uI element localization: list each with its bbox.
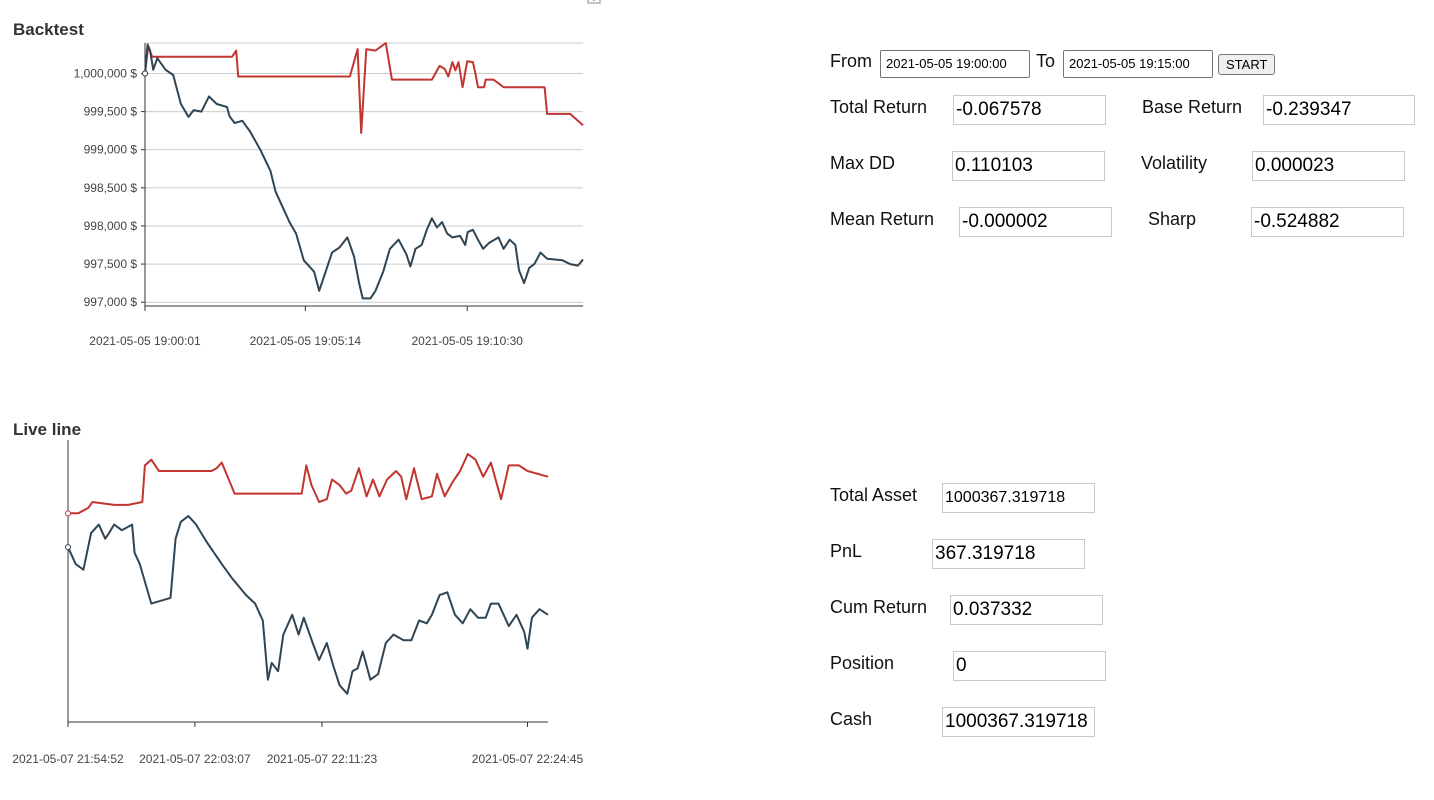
base-return-value[interactable]: -0.239347: [1263, 95, 1415, 125]
volatility-value[interactable]: 0.000023: [1252, 151, 1405, 181]
y-tick-label: 999,500 $: [84, 105, 138, 119]
cash-label: Cash: [830, 709, 873, 729]
cum-return-label: Cum Return: [830, 597, 928, 617]
position-label: Position: [830, 653, 895, 673]
to-label: To: [1036, 51, 1056, 71]
live-title: Live line: [13, 420, 82, 439]
cash-value[interactable]: 1000367.319718: [942, 707, 1095, 737]
series-marker: [65, 510, 71, 517]
x-tick-label: 2021-05-07 22:11:23: [267, 752, 378, 766]
total-return-value[interactable]: -0.067578: [953, 95, 1106, 125]
backtest-chart: 997,000 $ 997,500 $ 998,000 $ 998,500 $ 999,…: [74, 42, 584, 348]
download-icon[interactable]: [586, 0, 602, 12]
pnl-value[interactable]: 367.319718: [932, 539, 1085, 569]
mean-return-label: Mean Return: [830, 209, 935, 229]
x-tick-label: 2021-05-05 19:10:30: [412, 334, 524, 348]
series-marker: [65, 544, 71, 551]
x-tick-label: 2021-05-07 21:54:52: [12, 752, 124, 766]
total-return-label: Total Return: [830, 97, 928, 117]
x-tick-label: 2021-05-07 22:24:45: [472, 752, 584, 766]
x-tick-label: 2021-05-07 22:03:07: [139, 752, 251, 766]
sharp-label: Sharp: [1148, 209, 1197, 229]
total-asset-label: Total Asset: [830, 485, 918, 505]
position-value[interactable]: 0: [953, 651, 1106, 681]
pnl-label: PnL: [830, 541, 863, 561]
from-label: From: [830, 51, 872, 71]
volatility-label: Volatility: [1141, 153, 1208, 173]
y-tick-label: 999,000 $: [84, 143, 138, 157]
series-line-strategy: [68, 453, 549, 515]
cum-return-value[interactable]: 0.037332: [950, 595, 1103, 625]
start-button[interactable]: START: [1218, 54, 1276, 75]
total-asset-value[interactable]: 1000367.319718: [942, 483, 1095, 513]
mean-return-value[interactable]: -0.000002: [959, 207, 1112, 237]
y-tick-label: 997,500 $: [84, 257, 138, 271]
y-tick-label: 998,500 $: [84, 181, 138, 195]
y-tick-label: 997,000 $: [84, 295, 138, 309]
series-line-strategy: [144, 42, 584, 134]
x-tick-label: 2021-05-05 19:00:01: [89, 334, 201, 348]
max-dd-value[interactable]: 0.110103: [952, 151, 1105, 181]
y-tick-label: 998,000 $: [84, 219, 138, 233]
backtest-title: Backtest: [13, 20, 84, 39]
series-line-base: [144, 43, 584, 300]
to-date-input[interactable]: 2021-05-05 19:15:00: [1063, 50, 1213, 78]
x-tick-label: 2021-05-05 19:05:14: [250, 334, 362, 348]
live-chart: 2021-05-07 21:54:52 2021-05-07 22:03:07 20…: [12, 440, 584, 766]
series-marker: [142, 70, 148, 77]
sharp-value[interactable]: -0.524882: [1251, 207, 1404, 237]
max-dd-label: Max DD: [830, 153, 896, 173]
series-line-base: [67, 515, 549, 695]
y-tick-label: 1,000,000 $: [74, 66, 138, 80]
from-date-input[interactable]: 2021-05-05 19:00:00: [880, 50, 1030, 78]
base-return-label: Base Return: [1142, 97, 1243, 117]
